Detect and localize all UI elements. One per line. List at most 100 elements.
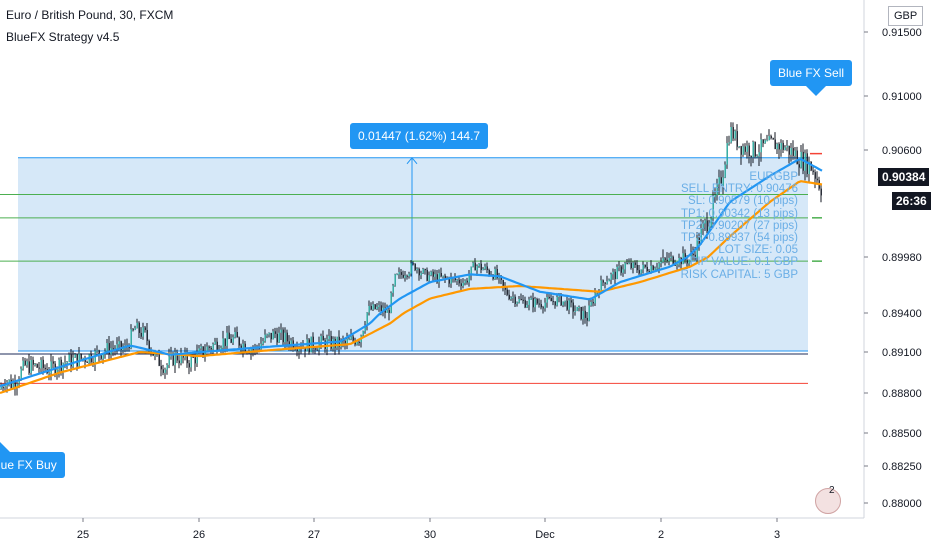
candle-body: [808, 161, 810, 174]
candle-body: [786, 145, 788, 148]
candle-body: [718, 177, 720, 185]
candle-body: [714, 194, 716, 197]
candle-body: [628, 262, 630, 264]
candle-body: [636, 264, 638, 271]
bar-countdown-label: 26:36: [892, 192, 931, 210]
y-tick-label: 0.88000: [882, 498, 922, 510]
candle-body: [578, 306, 580, 308]
candle-body: [736, 131, 738, 147]
buy-signal-label[interactable]: Blue FX Buy: [0, 442, 65, 478]
candle-body: [306, 339, 308, 352]
price-axis[interactable]: 0.91500 0.91000 0.90600 0.89980 0.89400 0.891…: [864, 27, 922, 510]
candle-body: [720, 177, 722, 186]
candle-body: [494, 269, 496, 279]
candle-body: [394, 274, 396, 286]
candle-body: [120, 341, 122, 350]
measure-label[interactable]: 0.01447 (1.62%) 144.7: [350, 123, 489, 149]
measure-box[interactable]: [18, 157, 808, 351]
candle-body: [412, 263, 414, 265]
candle-body: [460, 283, 462, 286]
candle-body: [38, 367, 40, 369]
info-entry: SELL ENTRY: 0.90476: [681, 183, 798, 196]
candle-body: [158, 352, 160, 366]
candle-body: [180, 353, 182, 364]
candle-body: [656, 267, 658, 269]
candle-body: [482, 268, 484, 271]
info-tp3: TP3: 0.89937 (54 pips): [681, 232, 798, 245]
candle-body: [454, 277, 456, 281]
candle-body: [632, 262, 634, 269]
candle-body: [546, 296, 548, 303]
candle-body: [492, 275, 494, 279]
candle-body: [168, 356, 170, 365]
candle-body: [450, 277, 452, 284]
candle-body: [24, 360, 26, 365]
candle-body: [480, 263, 482, 271]
candle-body: [2, 387, 4, 389]
candle-body: [506, 289, 508, 295]
indicator-title[interactable]: BlueFX Strategy v4.5: [6, 30, 120, 44]
time-axis[interactable]: 25 26 27 30 Dec 2 3: [77, 518, 780, 541]
candle-body: [242, 343, 244, 350]
measure-arrow-head: [406, 156, 418, 165]
candle-body: [470, 266, 472, 276]
candle-body: [676, 264, 678, 266]
candle-body: [650, 265, 652, 273]
x-tick-label: 25: [77, 529, 89, 541]
candle-body: [376, 306, 378, 309]
candle-body: [232, 337, 234, 343]
candle-body: [214, 341, 216, 345]
candle-body: [380, 305, 382, 312]
candle-body: [658, 263, 660, 268]
candle-body: [274, 331, 276, 334]
candle-body: [560, 294, 562, 306]
candle-body: [136, 322, 138, 329]
candle-body: [662, 258, 664, 262]
candle-body: [190, 356, 192, 368]
candle-body: [702, 223, 704, 229]
candle-body: [468, 275, 470, 283]
candle-body: [584, 310, 586, 318]
candle-body: [646, 266, 648, 272]
x-tick-label: 3: [774, 529, 780, 541]
broker-logo-icon[interactable]: [815, 488, 841, 514]
candle-body: [140, 332, 142, 337]
candle-body: [552, 301, 554, 303]
currency-button[interactable]: GBP: [888, 6, 924, 26]
candle-body: [76, 354, 78, 367]
candle-body: [472, 262, 474, 267]
logo-badge: 2: [829, 485, 835, 496]
candle-body: [252, 349, 254, 351]
candle-body: [30, 359, 32, 373]
candle-body: [476, 266, 478, 271]
candle-body: [86, 361, 88, 363]
candle-body: [466, 280, 468, 283]
candle-body: [540, 304, 542, 308]
candle-body: [356, 341, 358, 345]
moving-averages-layer: [0, 158, 823, 395]
chart-title[interactable]: Euro / British Pound, 30, FXCM: [6, 8, 174, 22]
candle-body: [96, 350, 98, 352]
candle-body: [396, 274, 398, 276]
candle-body: [508, 294, 510, 299]
sell-signal-label[interactable]: Blue FX Sell: [770, 60, 853, 96]
candle-body: [648, 271, 650, 273]
candle-body: [710, 218, 712, 227]
candle-body: [122, 348, 124, 350]
candle-body: [148, 340, 150, 351]
candle-body: [556, 296, 558, 306]
candle-body: [132, 329, 134, 331]
candle-body: [414, 263, 416, 271]
candle-body: [8, 379, 10, 383]
candle-body: [626, 263, 628, 265]
candle-body: [788, 145, 790, 155]
candle-body: [216, 341, 218, 351]
candle-body: [674, 264, 676, 266]
candle-body: [44, 367, 46, 370]
candle-body: [332, 338, 334, 349]
candle-body: [726, 143, 728, 165]
y-tick-label: 0.91000: [882, 91, 922, 103]
candle-body: [464, 280, 466, 283]
info-sl: SL: 0.90579 (10 pips): [688, 195, 798, 208]
